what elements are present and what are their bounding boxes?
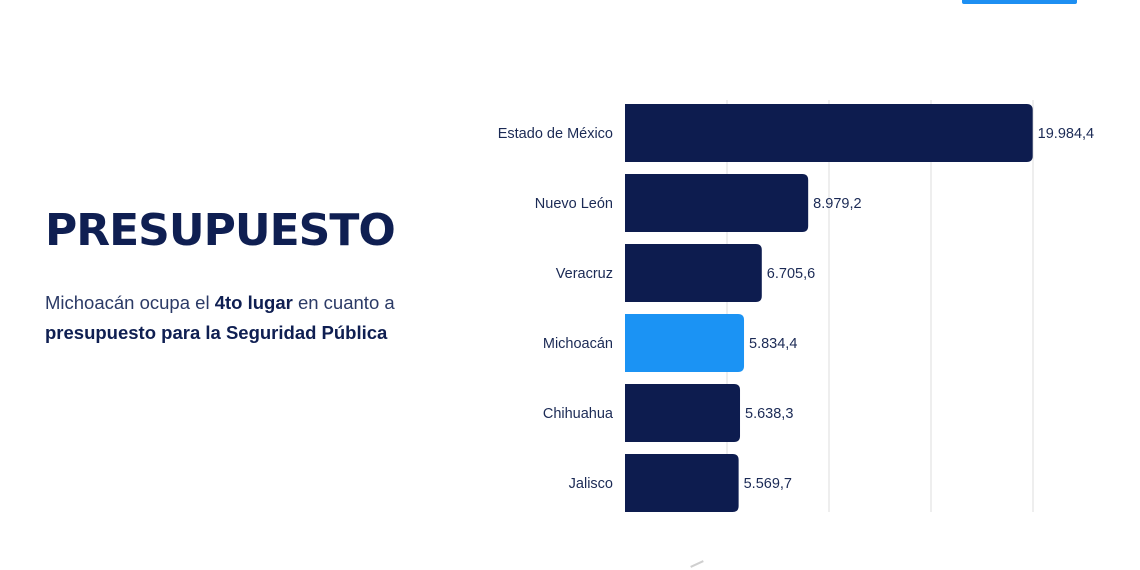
value-label-3: 5.834,4 [749, 336, 797, 352]
bar-4 [625, 384, 741, 442]
desc-text-2: en cuanto a [292, 292, 395, 313]
bar-2 [625, 244, 762, 302]
text-panel: PRESUPUESTO Michoacán ocupa el 4to lugar… [45, 200, 465, 348]
value-label-4: 5.638,3 [745, 406, 793, 422]
desc-text-1: Michoacán ocupa el [45, 292, 215, 313]
bar-5 [625, 454, 739, 512]
desc-bold-rank: 4to lugar [214, 292, 293, 313]
page-title: PRESUPUESTO [45, 205, 396, 256]
bars-layer: Estado de México 19.984,4 Nuevo León 8.979,… [498, 104, 1094, 512]
category-label-2: Veracruz [556, 266, 613, 282]
value-label-2: 6.705,6 [767, 266, 815, 282]
grid-layer [726, 100, 1034, 512]
category-label-1: Nuevo León [535, 196, 613, 212]
desc-bold-topic: presupuesto para la Seguridad Pública [45, 322, 388, 343]
value-label-1: 8.979,2 [813, 196, 861, 212]
description: Michoacán ocupa el 4to lugar en cuanto a… [45, 288, 465, 348]
top-accent-bar [962, 0, 1077, 4]
category-label-3: Michoacán [543, 336, 613, 352]
value-label-5: 5.569,7 [744, 476, 792, 492]
value-label-0: 19.984,4 [1038, 126, 1094, 142]
bar-0 [625, 104, 1033, 162]
category-label-4: Chihuahua [543, 406, 614, 422]
bar-3 [625, 314, 745, 372]
category-label-5: Jalisco [569, 476, 613, 492]
category-label-0: Estado de México [498, 126, 613, 142]
bar-1 [625, 174, 809, 232]
